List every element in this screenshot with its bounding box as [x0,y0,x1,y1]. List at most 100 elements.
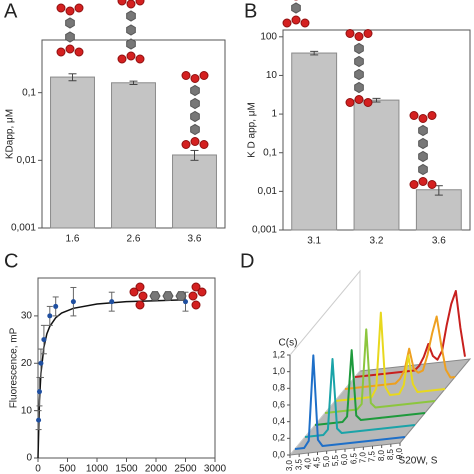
x-tick-label: 3.1 [307,236,321,247]
molecule-icon [117,0,145,64]
atom [199,71,209,80]
y-tick-label: 0,8 [272,383,285,393]
bar [111,82,156,229]
bar [50,76,95,229]
atom [418,114,428,123]
molecule-icon [129,282,207,310]
y-tick-label: 1,0 [272,366,285,376]
y-tick-label: 10 [266,70,278,81]
atom [418,177,428,186]
x-tick-label: 8,5 [386,448,395,460]
atom [300,18,310,28]
atom [126,51,136,61]
x-tick-label: 500 [59,464,76,474]
hexagon [354,81,364,94]
y-axis-label: K D app, μM [247,102,258,158]
x-tick-label: 4,0 [303,457,312,469]
atom [181,140,191,149]
hexagon [162,291,174,301]
hexagon [418,137,428,150]
hexagon [190,97,200,110]
atom [345,29,355,38]
distribution-line [294,354,406,450]
x-tick-label: 7,0 [358,451,367,463]
y-tick-label: 10 [21,405,33,416]
x-tick-label: 6,0 [340,453,349,465]
x-tick-label: 2.6 [127,234,141,245]
hexagon [354,68,364,81]
atom [135,54,145,64]
molecule-icon [56,3,84,57]
panel-label: C [4,250,18,272]
atom [135,300,145,310]
molecule-icon [409,111,437,189]
hexagon [418,124,428,137]
atom [190,137,200,146]
hexagon [354,55,364,68]
atom [191,300,201,310]
x-axis-label: S20W, S [399,456,438,467]
fit-curve [37,299,186,459]
x-tick-label: 8,0 [377,449,386,461]
x-tick-label: 7,5 [368,450,377,462]
y-tick-label: 0,6 [272,399,285,409]
data-point [36,389,42,395]
distribution-line [334,311,446,402]
hexagon [65,17,75,29]
x-tick-label: 9,0 [395,447,404,459]
x-tick-label: 2500 [174,464,197,474]
atom [65,44,75,54]
x-tick-label: 3,0 [285,459,294,471]
y-tick-label: 0,2 [272,433,285,443]
y-tick-label: 1 [271,109,277,120]
y-tick-label: 100 [260,31,277,42]
bar [415,189,462,231]
data-point [70,299,76,305]
y-tick-label: 0,001 [11,223,36,234]
y-tick-label: 0,1 [22,87,36,98]
atom [282,18,292,28]
panel-label: B [244,0,257,22]
data-point [36,417,42,423]
atom [197,287,207,297]
data-point [38,360,44,366]
y-axis-label: Fluorescence, mP [9,327,20,408]
y-tick-label: 0,01 [258,186,278,197]
x-tick-label: 1500 [115,464,138,474]
atom [56,47,66,57]
hexagon [126,10,136,22]
atom [126,0,136,9]
atom [363,29,373,38]
y-tick-label: 0,1 [263,147,277,158]
atom [74,3,84,13]
y-axis-label: KDapp, μM [5,109,16,159]
x-tick-label: 3.6 [432,236,446,247]
distribution-line [314,349,426,426]
hexagon [149,291,161,301]
atom [117,54,127,64]
atom [138,291,148,301]
atom [409,111,419,120]
x-tick-label: 5,5 [331,454,340,466]
panel-label: A [4,0,18,22]
data-point [47,313,53,319]
data-point [109,299,115,305]
bar [353,99,400,231]
atom [291,15,301,25]
hexagon [65,31,75,43]
x-tick-label: 4,5 [313,456,322,468]
data-point [41,337,47,343]
atom [363,98,373,107]
atom [56,3,66,13]
plot-frame [37,277,216,459]
hexagon [354,42,364,55]
x-tick-label: 5,0 [322,455,331,467]
hexagon [190,110,200,123]
hexagon [175,291,187,301]
x-tick-label: 3000 [204,464,227,474]
bar [172,154,217,229]
y-tick-label: 20 [21,358,33,369]
atom [188,291,198,301]
x-tick-label: 3,5 [294,458,303,470]
distribution-line [304,358,416,438]
